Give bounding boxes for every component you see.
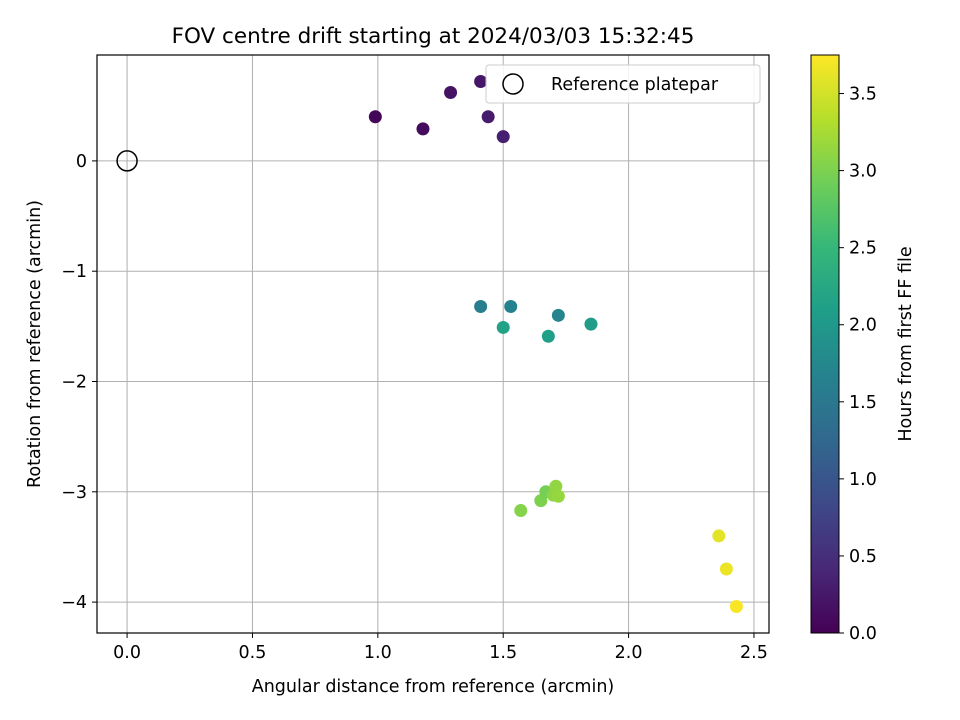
x-tick-label: 2.0	[615, 643, 643, 663]
colorbar-tick-label: 1.0	[849, 470, 877, 490]
x-tick-label: 1.5	[489, 643, 517, 663]
legend: Reference platepar	[485, 64, 761, 104]
y-axis-label: Rotation from reference (arcmin)	[25, 200, 45, 488]
data-point	[712, 529, 726, 543]
data-point	[368, 110, 382, 124]
data-point	[496, 320, 510, 334]
y-tick-label: −4	[61, 593, 87, 613]
y-tick-label: −1	[61, 262, 87, 282]
colorbar-tick-label: 3.5	[849, 85, 877, 105]
reference-platepar-marker	[116, 150, 138, 172]
x-axis-label: Angular distance from reference (arcmin)	[252, 677, 615, 697]
data-point	[719, 562, 733, 576]
y-tick-label: −3	[61, 483, 87, 503]
plot-area: 0.0 0.5 1.0 1.5 2.0 2.5 0 −1 −2 −3 −4	[61, 54, 770, 663]
colorbar-tick-label: 2.5	[849, 239, 877, 259]
colorbar-tick-label: 0.5	[849, 547, 877, 567]
data-point	[551, 308, 565, 322]
colorbar: 0.0 0.5 1.0 1.5 2.0 2.5 3.0 3.5 Hours from firs…	[810, 54, 916, 644]
y-tick-label: −2	[61, 373, 87, 393]
grid	[97, 55, 769, 633]
x-tick-label: 1.0	[364, 643, 392, 663]
y-axis-ticks: 0 −1 −2 −3 −4	[61, 152, 97, 613]
data-point	[551, 489, 565, 503]
colorbar-tick-label: 2.0	[849, 316, 877, 336]
data-point	[416, 122, 430, 136]
colorbar-gradient	[810, 54, 840, 634]
data-point	[474, 74, 488, 88]
data-point	[474, 299, 488, 313]
colorbar-tick-label: 0.0	[849, 624, 877, 644]
legend-marker-circle	[502, 73, 524, 95]
data-point	[541, 329, 555, 343]
data-point	[514, 504, 528, 518]
data-points	[116, 74, 743, 614]
plot-frame	[96, 54, 770, 634]
data-point	[444, 86, 458, 100]
x-axis-ticks: 0.0 0.5 1.0 1.5 2.0 2.5	[113, 633, 768, 663]
data-point	[584, 317, 598, 331]
colorbar-tick-label: 3.0	[849, 162, 877, 182]
colorbar-label: Hours from first FF file	[896, 246, 916, 441]
data-point	[496, 130, 510, 144]
chart-title: FOV centre drift starting at 2024/03/03 …	[172, 24, 695, 49]
data-point	[549, 479, 563, 493]
legend-label: Reference platepar	[551, 75, 719, 95]
x-tick-label: 2.5	[740, 643, 768, 663]
colorbar-ticks: 0.0 0.5 1.0 1.5 2.0 2.5 3.0 3.5	[839, 85, 877, 644]
legend-box	[485, 64, 761, 104]
x-tick-label: 0.0	[113, 643, 141, 663]
data-point	[481, 110, 495, 124]
data-point	[504, 299, 518, 313]
colorbar-tick-label: 1.5	[849, 393, 877, 413]
data-point	[729, 600, 743, 614]
y-tick-label: 0	[76, 152, 87, 172]
x-tick-label: 0.5	[239, 643, 267, 663]
